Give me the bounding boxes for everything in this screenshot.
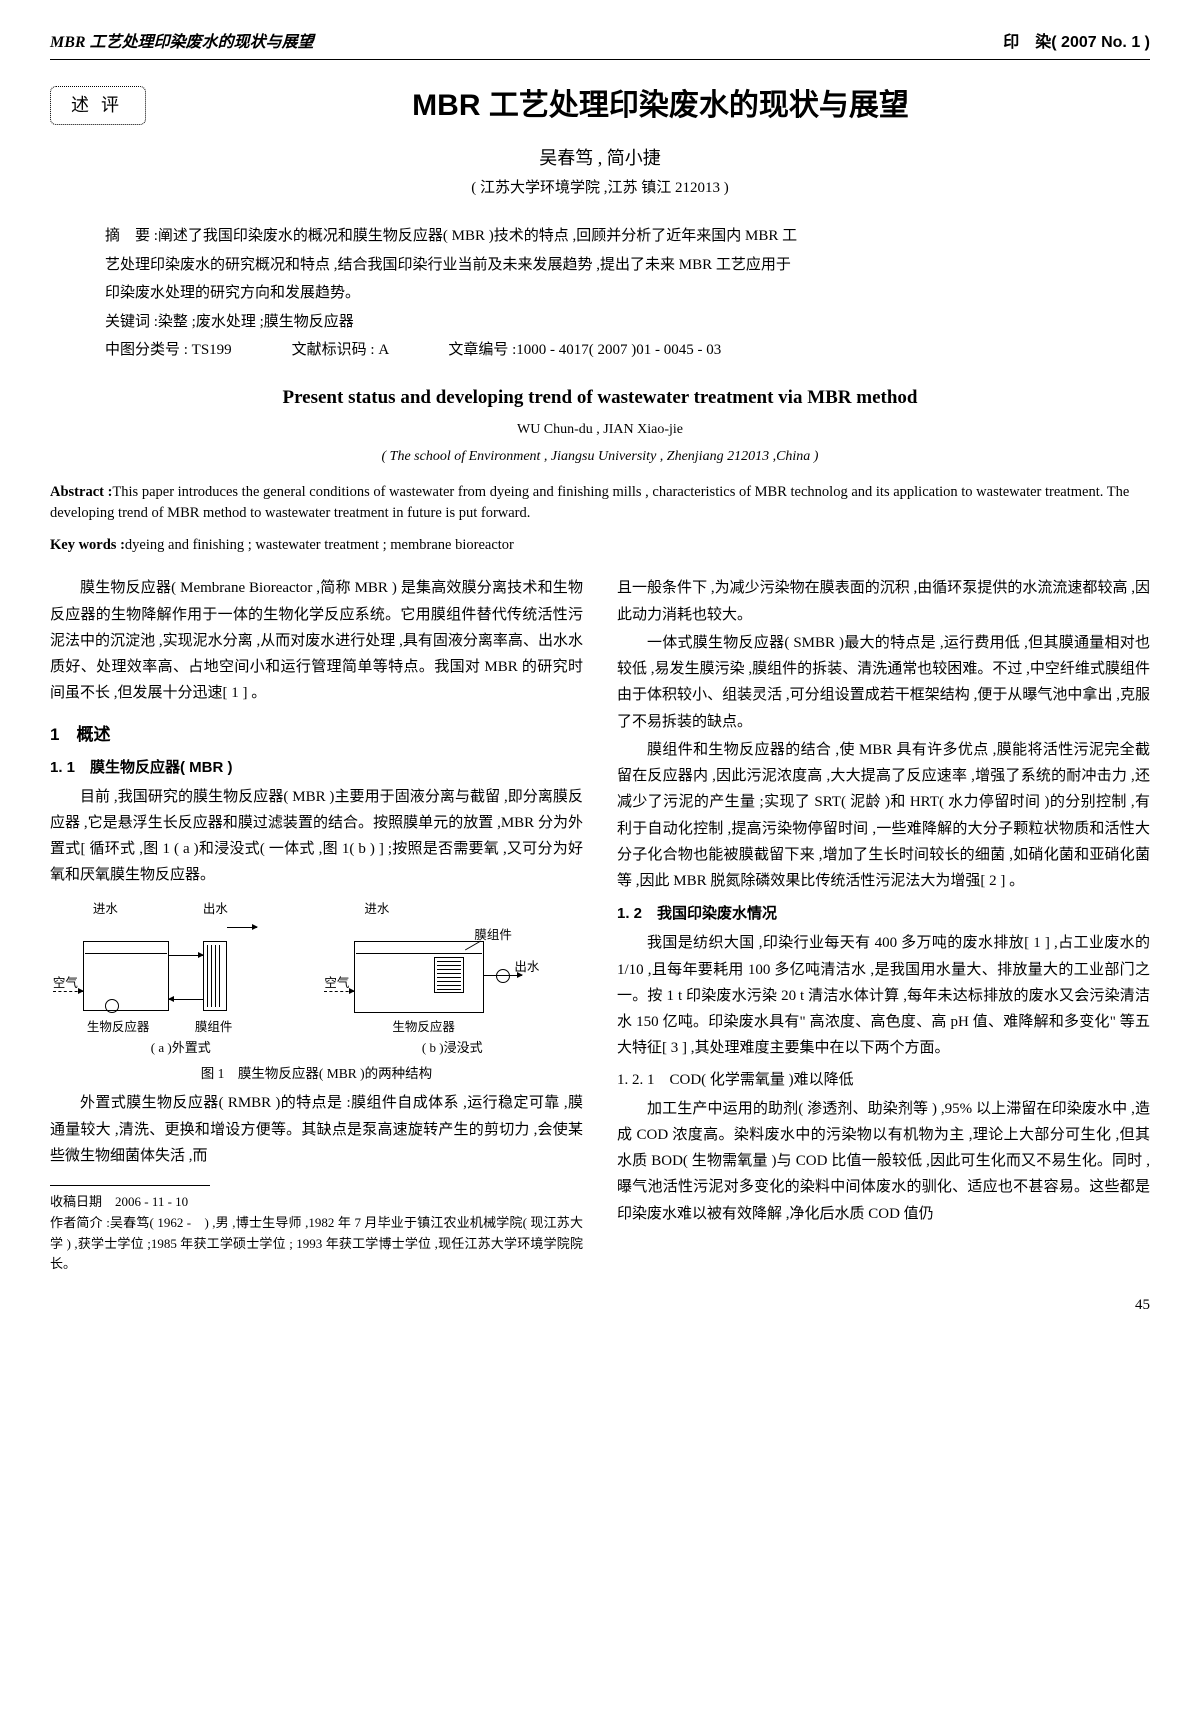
footnote-separator — [50, 1185, 210, 1186]
sub-caption-b: ( b )浸没式 — [324, 1038, 580, 1059]
label-membrane: 膜组件 — [195, 1017, 233, 1037]
paragraph: 膜生物反应器( Membrane Bioreactor ,简称 MBR ) 是集… — [50, 575, 583, 706]
keywords-en: Key words :dyeing and finishing ; wastew… — [50, 534, 1150, 557]
left-column: 膜生物反应器( Membrane Bioreactor ,简称 MBR ) 是集… — [50, 575, 583, 1275]
label-out: 出水 — [203, 899, 228, 919]
paragraph: 且一般条件下 ,为减少污染物在膜表面的沉积 ,由循环泵提供的水流流速都较高 ,因… — [617, 575, 1150, 628]
abstract-cn-line: 关键词 :染整 ;废水处理 ;膜生物反应器 — [105, 308, 1095, 337]
abstract-en-text: This paper introduces the general condit… — [50, 484, 1129, 521]
heading-2: 1. 1 膜生物反应器( MBR ) — [50, 756, 583, 780]
header-right: 印 染( 2007 No. 1 ) — [1003, 30, 1150, 56]
affiliation-en: ( The school of Environment , Jiangsu Un… — [50, 446, 1150, 468]
paragraph: 一体式膜生物反应器( SMBR )最大的特点是 ,运行费用低 ,但其膜通量相对也… — [617, 630, 1150, 735]
body-columns: 膜生物反应器( Membrane Bioreactor ,简称 MBR ) 是集… — [50, 575, 1150, 1275]
label-bioreactor: 生物反应器 — [392, 1017, 455, 1037]
paragraph: 膜组件和生物反应器的结合 ,使 MBR 具有许多优点 ,膜能将活性污泥完全截留在… — [617, 737, 1150, 895]
abstract-cn-line: 摘 要 :阐述了我国印染废水的概况和膜生物反应器( MBR )技术的特点 ,回顾… — [105, 222, 1095, 251]
abstract-cn-line: 艺处理印染废水的研究概况和特点 ,结合我国印染行业当前及未来发展趋势 ,提出了未… — [105, 251, 1095, 280]
diagram-a: 进水 出水 空气 — [53, 899, 309, 1059]
sub-caption-a: ( a )外置式 — [53, 1038, 309, 1059]
heading-2: 1. 2 我国印染废水情况 — [617, 902, 1150, 926]
paragraph: 外置式膜生物反应器( RMBR )的特点是 :膜组件自成体系 ,运行稳定可靠 ,… — [50, 1090, 583, 1169]
figure-caption: 图 1 膜生物反应器( MBR )的两种结构 — [50, 1063, 583, 1085]
heading-3: 1. 2. 1 COD( 化学需氧量 )难以降低 — [617, 1068, 1150, 1092]
abstract-cn-line: 中图分类号 : TS199 文献标识码 : A 文章编号 :1000 - 401… — [105, 336, 1095, 365]
label-bioreactor: 生物反应器 — [87, 1017, 150, 1037]
paragraph: 目前 ,我国研究的膜生物反应器( MBR )主要用于固液分离与截留 ,即分离膜反… — [50, 784, 583, 889]
diagram-b: 进水 膜组件 出水 空气 — [324, 899, 580, 1059]
right-column: 且一般条件下 ,为减少污染物在膜表面的沉积 ,由循环泵提供的水流流速都较高 ,因… — [617, 575, 1150, 1275]
paragraph: 我国是纺织大国 ,印染行业每天有 400 多万吨的废水排放[ 1 ] ,占工业废… — [617, 930, 1150, 1061]
page-number: 45 — [50, 1293, 1150, 1317]
paragraph: 加工生产中运用的助剂( 渗透剂、助染剂等 ) ,95% 以上滞留在印染废水中 ,… — [617, 1096, 1150, 1227]
keywords-en-text: dyeing and finishing ; wastewater treatm… — [125, 537, 514, 553]
header-left: MBR 工艺处理印染废水的现状与展望 — [50, 30, 314, 56]
label-in: 进水 — [364, 899, 389, 919]
affiliation-cn: ( 江苏大学环境学院 ,江苏 镇江 212013 ) — [50, 176, 1150, 200]
figure-1: 进水 出水 空气 — [50, 899, 583, 1085]
running-header: MBR 工艺处理印染废水的现状与展望 印 染( 2007 No. 1 ) — [50, 30, 1150, 60]
abstract-cn-line: 印染废水处理的研究方向和发展趋势。 — [105, 279, 1095, 308]
abstract-cn: 摘 要 :阐述了我国印染废水的概况和膜生物反应器( MBR )技术的特点 ,回顾… — [105, 222, 1095, 365]
review-badge: 述评 — [50, 86, 146, 125]
abstract-en: Abstract :This paper introduces the gene… — [50, 482, 1150, 524]
label-in: 进水 — [93, 899, 118, 919]
label-air: 空气 — [53, 973, 78, 993]
authors-en: WU Chun-du , JIAN Xiao-jie — [50, 419, 1150, 441]
heading-1: 1 概述 — [50, 721, 583, 748]
footnote-date: 收稿日期 2006 - 11 - 10 — [50, 1192, 583, 1213]
keywords-en-label: Key words : — [50, 537, 125, 553]
label-air: 空气 — [324, 973, 349, 993]
title-chinese: MBR 工艺处理印染废水的现状与展望 — [171, 82, 1150, 130]
title-english: Present status and developing trend of w… — [50, 383, 1150, 413]
abstract-en-label: Abstract : — [50, 484, 112, 500]
authors-cn: 吴春笃 , 简小捷 — [50, 144, 1150, 173]
footnote-bio: 作者简介 :吴春笃( 1962 - ) ,男 ,博士生导师 ,1982 年 7 … — [50, 1213, 583, 1275]
title-row: 述评 MBR 工艺处理印染废水的现状与展望 — [50, 82, 1150, 130]
